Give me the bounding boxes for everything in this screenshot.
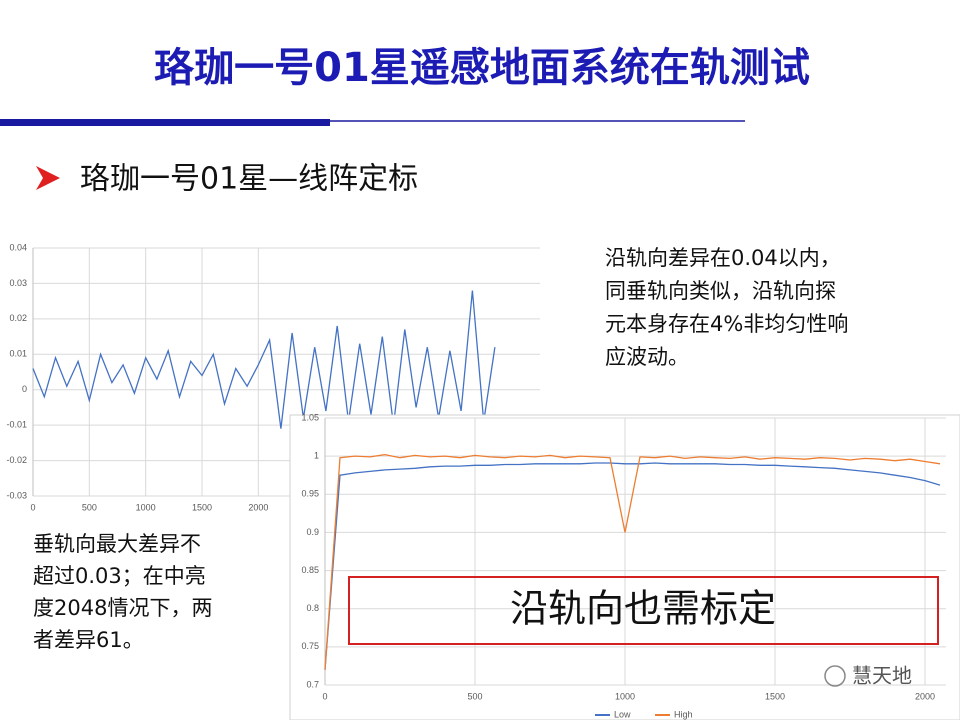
y-tick-label: 0.9 (306, 527, 319, 537)
legend-label: High (674, 709, 693, 719)
legend-label: Low (614, 709, 631, 719)
y-tick-label: 0.85 (301, 565, 319, 575)
callout-text: 沿轨向也需标定 (510, 587, 776, 631)
y-tick-label: 0.04 (9, 242, 27, 252)
note-line: 者差异61。 (33, 628, 144, 652)
y-tick-label: 0.8 (306, 603, 319, 613)
y-tick-label: 0.7 (306, 679, 319, 689)
note-line: 元本身存在4%非均匀性响 (605, 312, 848, 336)
x-tick-label: 1000 (615, 691, 635, 701)
chart-low-high: 0.7 0.75 0.8 0.85 0.9 0.95 1 1.05 0 500 1000 1500 20… (301, 412, 946, 719)
x-tick-label: 500 (82, 502, 97, 512)
watermark-icon (824, 665, 846, 687)
y-tick-label: -0.03 (6, 490, 27, 500)
note-line: 度2048情况下，两 (33, 596, 212, 620)
y-tick-label: 0.02 (9, 313, 27, 323)
note-line: 同垂轨向类似，沿轨向探 (605, 279, 836, 303)
y-tick-label: -0.02 (6, 455, 27, 465)
y-tick-label: 0.75 (301, 641, 319, 651)
x-tick-label: 1000 (136, 502, 156, 512)
watermark: 慧天地 (852, 664, 912, 688)
y-tick-label: 1 (314, 451, 319, 461)
x-tick-label: 2000 (915, 691, 935, 701)
y-tick-label: 0.03 (9, 278, 27, 288)
x-tick-label: 2000 (248, 502, 268, 512)
x-tick-label: 500 (467, 691, 482, 701)
x-tick-label: 0 (322, 691, 327, 701)
y-tick-label: 1.05 (301, 412, 319, 422)
data-line (324, 462, 941, 670)
data-line (324, 453, 941, 670)
note-line: 应波动。 (605, 345, 689, 369)
slide-title: 珞珈一号01星遥感地面系统在轨测试 (154, 45, 810, 91)
x-tick-label: 1500 (765, 691, 785, 701)
y-tick-label: 0.95 (301, 489, 319, 499)
title-bar (0, 119, 330, 126)
data-line (32, 290, 496, 429)
note-line: 超过0.03；在中亮 (33, 564, 206, 588)
y-tick-label: -0.01 (6, 420, 27, 430)
y-tick-label: 0 (22, 384, 27, 394)
notes: 沿轨向差异在0.04以内， 同垂轨向类似，沿轨向探元本身存在4%非均匀性响应波动。… (33, 246, 848, 652)
note-line: 垂轨向最大差异不 (33, 532, 201, 556)
callout-box (348, 576, 939, 645)
y-tick-label: 0.01 (9, 349, 27, 359)
bullet-arrow (36, 166, 60, 190)
note-line: 沿轨向差异在0.04以内， (605, 246, 841, 270)
x-tick-label: 1500 (192, 502, 212, 512)
x-tick-label: 0 (30, 502, 35, 512)
bullet-text: 珞珈一号01星—线阵定标 (80, 162, 418, 197)
chart-along-track-diff: -0.03 -0.02 -0.01 0 0.01 0.02 0.03 0.04 0 500 1000… (6, 242, 540, 512)
